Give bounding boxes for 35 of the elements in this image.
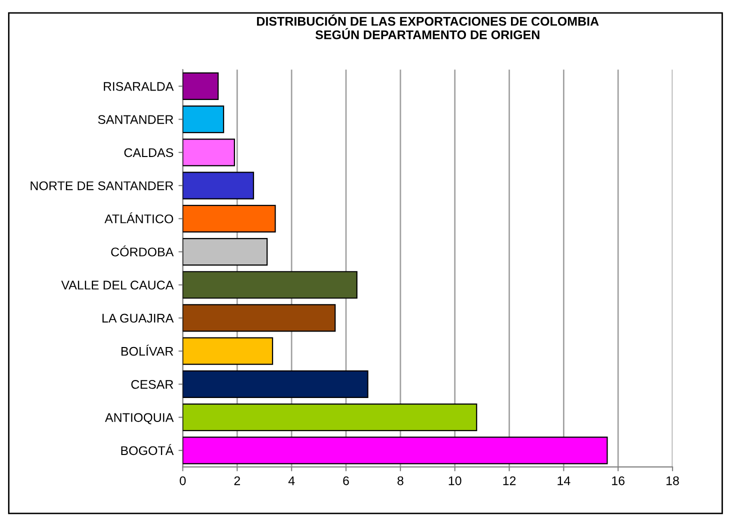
bar: [182, 337, 274, 365]
x-tick-label: 2: [234, 476, 240, 486]
y-tick-label: LA GUAJIRA: [102, 314, 174, 323]
chart-title: DISTRIBUCIÓN DE LAS EXPORTACIONES DE COLOMBIA SEGÚN DEPARTAMENTO DE ORIGEN: [257, 14, 599, 40]
bar: [182, 304, 336, 332]
y-tick-label: ANTIOQUIA: [104, 413, 174, 424]
x-tick-label: 4: [288, 476, 295, 486]
y-tick-label: CALDAS: [124, 148, 174, 158]
bar: [182, 271, 358, 299]
x-tick-label: 14: [558, 476, 570, 486]
bar: [182, 370, 368, 398]
y-tick-label: NORTE DE SANTANDER: [30, 181, 174, 190]
y-tick-label: CESAR: [131, 380, 174, 389]
y-tick-label: VALLE DEL CAUCA: [61, 280, 174, 290]
bar: [182, 72, 219, 100]
y-tick-label: SANTANDER: [98, 115, 174, 124]
x-tick-label: 0: [180, 476, 186, 486]
bar: [182, 404, 478, 432]
x-tick-label: 12: [503, 476, 516, 486]
x-tick-label: 16: [612, 476, 625, 486]
x-tick-label: 18: [666, 476, 679, 486]
bar: [182, 204, 276, 232]
bar: [182, 436, 608, 464]
y-tick-label: ATLÁNTICO: [104, 212, 174, 224]
y-tick-label: CÓRDOBA: [111, 245, 174, 256]
x-tick-label: 8: [397, 476, 404, 486]
bar: [182, 238, 268, 266]
x-tick-label: 10: [448, 476, 462, 486]
x-tick-label: 6: [343, 476, 349, 486]
y-tick-label: RISARALDA: [104, 82, 174, 91]
bar: [182, 106, 224, 134]
bar: [182, 138, 236, 166]
y-tick-label: BOGOTÁ: [121, 444, 174, 456]
bar: [182, 172, 254, 200]
y-tick-label: BOLÍVAR: [121, 344, 174, 356]
